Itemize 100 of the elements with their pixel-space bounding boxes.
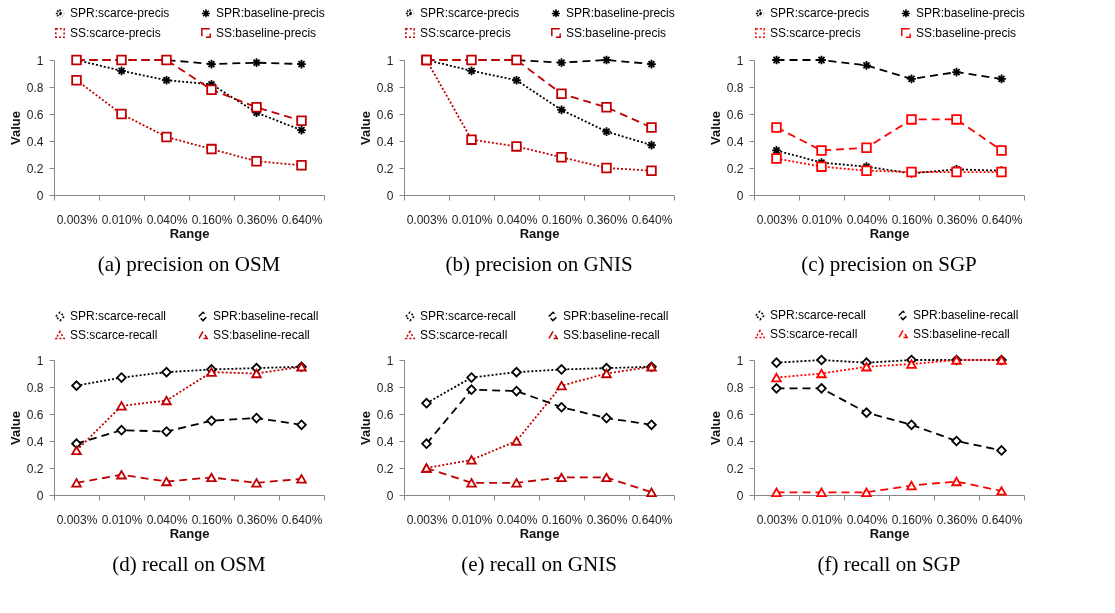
y-axis-title: Value — [357, 411, 373, 445]
legend-label: SS:baseline-recall — [563, 328, 660, 342]
y-tick-label: 1 — [36, 53, 44, 68]
y-tick-label: 0.2 — [26, 161, 44, 176]
x-tick-label: 0.010% — [101, 212, 143, 227]
legend-label: SS:baseline-precis — [916, 26, 1017, 40]
y-tick-label: 0.8 — [726, 80, 744, 95]
x-tick-label: 0.003% — [56, 212, 98, 227]
x-tick-label: 0.040% — [846, 212, 888, 227]
x-tick-label: 0.640% — [981, 212, 1023, 227]
legend-label: SPR:baseline-precis — [916, 6, 1025, 21]
y-axis-title: Value — [707, 411, 723, 445]
text: (c) precision on SGP — [801, 252, 977, 276]
y-tick-label: 1 — [736, 53, 744, 68]
legend-label: SPR:scarce-recall — [420, 309, 517, 324]
x-tick-label: 0.160% — [541, 512, 583, 527]
y-axis-title: Value — [707, 111, 723, 145]
legend-label: SS:baseline-precis — [566, 26, 667, 40]
y-tick-label: 0.4 — [376, 134, 394, 149]
x-tick-label: 0.360% — [586, 212, 628, 227]
x-tick-label: 0.040% — [146, 512, 188, 527]
y-axis-title: Value — [7, 411, 23, 445]
x-tick-label: 0.640% — [631, 212, 673, 227]
y-axis-title: Value — [7, 111, 23, 145]
x-tick-label: 0.010% — [801, 512, 843, 527]
x-tick-label: 0.360% — [586, 512, 628, 527]
x-tick-label: 0.160% — [891, 512, 933, 527]
x-tick-label: 0.003% — [756, 512, 798, 527]
legend-label: SS:baseline-recall — [913, 327, 1010, 341]
x-tick-label: 0.010% — [451, 212, 493, 227]
y-tick-label: 1 — [36, 353, 44, 368]
x-tick-label: 0.040% — [146, 212, 188, 227]
y-tick-label: 0.4 — [726, 134, 744, 149]
y-tick-label: 0.6 — [726, 107, 744, 122]
y-tick-label: 0.8 — [726, 380, 744, 395]
legend-label: SPR:baseline-recall — [213, 309, 319, 324]
y-tick-label: 0 — [736, 488, 744, 503]
legend-label: SPR:baseline-precis — [566, 6, 675, 21]
x-tick-label: 0.160% — [191, 512, 233, 527]
legend-label: SPR:scarce-precis — [420, 6, 520, 21]
y-tick-label: 0.4 — [376, 434, 394, 449]
legend-label: SS:baseline-recall — [213, 328, 310, 342]
x-tick-label: 0.040% — [496, 512, 538, 527]
x-tick-label: 0.003% — [56, 512, 98, 527]
y-tick-label: 0.6 — [376, 107, 394, 122]
legend-label: SS:scarce-precis — [70, 26, 161, 40]
y-tick-label: 0 — [386, 188, 394, 203]
x-tick-label: 0.003% — [406, 512, 448, 527]
x-tick-label: 0.360% — [936, 212, 978, 227]
x-axis-title: Range — [519, 525, 560, 541]
x-tick-label: 0.360% — [236, 212, 278, 227]
y-tick-label: 0.6 — [26, 407, 44, 422]
x-tick-label: 0.003% — [756, 212, 798, 227]
y-tick-label: 0.2 — [376, 461, 394, 476]
x-tick-label: 0.010% — [801, 212, 843, 227]
text: (e) recall on GNIS — [461, 552, 617, 576]
x-tick-label: 0.360% — [236, 512, 278, 527]
legend-label: SS:scarce-precis — [770, 26, 861, 40]
y-tick-label: 0.2 — [376, 161, 394, 176]
x-axis-title: Range — [169, 525, 210, 541]
legend-label: SPR:scarce-recall — [70, 309, 167, 324]
x-tick-label: 0.160% — [891, 212, 933, 227]
x-tick-label: 0.640% — [631, 512, 673, 527]
legend-label: SS:scarce-recall — [70, 328, 158, 342]
y-tick-label: 1 — [386, 353, 394, 368]
x-axis-title: Range — [519, 225, 560, 241]
y-tick-label: 0.8 — [376, 380, 394, 395]
text: (a) precision on OSM — [97, 252, 281, 276]
x-tick-label: 0.640% — [981, 512, 1023, 527]
x-tick-label: 0.010% — [101, 512, 143, 527]
x-axis-title: Range — [169, 225, 210, 241]
x-axis-title: Range — [869, 525, 910, 541]
y-tick-label: 0.4 — [26, 434, 44, 449]
y-tick-label: 0.8 — [26, 380, 44, 395]
x-tick-label: 0.040% — [846, 512, 888, 527]
x-axis-title: Range — [869, 225, 910, 241]
y-tick-label: 0.2 — [726, 461, 744, 476]
x-tick-label: 0.160% — [541, 212, 583, 227]
x-tick-label: 0.003% — [406, 212, 448, 227]
legend-label: SS:scarce-precis — [420, 26, 511, 40]
legend-label: SPR:scarce-precis — [770, 6, 870, 21]
y-tick-label: 1 — [736, 353, 744, 368]
y-tick-label: 0.2 — [726, 161, 744, 176]
x-tick-label: 0.010% — [451, 512, 493, 527]
x-tick-label: 0.040% — [496, 212, 538, 227]
y-tick-label: 0 — [36, 488, 44, 503]
legend-label: SS:scarce-recall — [770, 327, 858, 341]
y-tick-label: 0.4 — [726, 434, 744, 449]
text: (b) precision on GNIS — [445, 252, 633, 276]
legend-label: SS:baseline-precis — [216, 26, 317, 40]
y-tick-label: 0 — [736, 188, 744, 203]
y-tick-label: 0.8 — [376, 80, 394, 95]
y-tick-label: 0.4 — [26, 134, 44, 149]
x-tick-label: 0.160% — [191, 212, 233, 227]
legend-label: SS:scarce-recall — [420, 328, 508, 342]
y-tick-label: 0.2 — [26, 461, 44, 476]
y-axis-title: Value — [357, 111, 373, 145]
x-tick-label: 0.640% — [281, 512, 323, 527]
legend-label: SPR:baseline-precis — [216, 6, 325, 21]
y-tick-label: 0.8 — [26, 80, 44, 95]
